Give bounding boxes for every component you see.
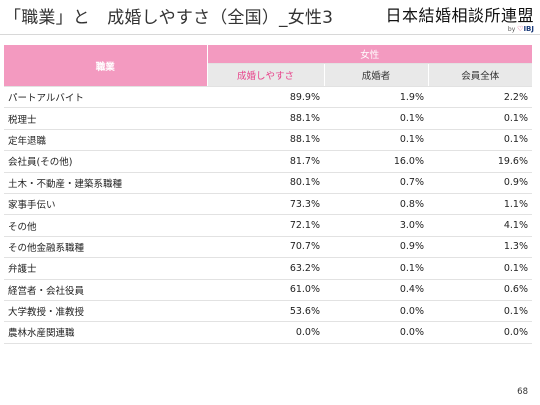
- job-cell: 家事手伝い: [4, 193, 207, 216]
- job-cell: その他: [4, 214, 207, 237]
- members-cell: 1.1%: [428, 193, 532, 216]
- slide-title: 「職業」と 成婚しやすさ（全国）_女性3: [4, 8, 334, 28]
- occupation-table: 職業 女性 成婚しやすさ 成婚者 会員全体 パートアルバイト 89.9% 1.9% 2…: [4, 45, 532, 344]
- table-row: 弁護士 63.2% 0.1% 0.1%: [4, 257, 532, 280]
- members-cell: 0.0%: [428, 321, 532, 344]
- married-cell: 0.1%: [324, 129, 428, 152]
- table-row: パートアルバイト 89.9% 1.9% 2.2%: [4, 86, 532, 109]
- brand-logo: 日本結婚相談所連盟 by ♡IBJ: [385, 2, 534, 33]
- brand-by: by: [507, 26, 516, 33]
- table-row: 経営者・会社役員 61.0% 0.4% 0.6%: [4, 279, 532, 301]
- married-cell: 0.8%: [324, 193, 428, 216]
- brand-tagline: by ♡IBJ: [385, 25, 534, 33]
- members-cell: 0.1%: [428, 129, 532, 152]
- married-cell: 0.1%: [324, 107, 428, 130]
- ease-cell: 88.1%: [207, 107, 324, 130]
- page-number: 68: [517, 387, 528, 397]
- job-cell: 大学教授・准教授: [4, 300, 207, 323]
- ease-cell: 0.0%: [207, 321, 324, 344]
- job-cell: 経営者・会社役員: [4, 279, 207, 301]
- job-cell: 土木・不動産・建築系職種: [4, 172, 207, 194]
- table-row: 大学教授・准教授 53.6% 0.0% 0.1%: [4, 300, 532, 323]
- married-cell: 0.1%: [324, 257, 428, 280]
- job-column-header: 職業: [4, 45, 208, 87]
- married-cell: 0.4%: [324, 279, 428, 301]
- members-cell: 0.1%: [428, 300, 532, 323]
- job-cell: 弁護士: [4, 257, 207, 280]
- married-column-header: 成婚者: [323, 63, 428, 87]
- ease-cell: 89.9%: [207, 86, 324, 109]
- job-cell: その他金融系職種: [4, 236, 207, 259]
- members-cell: 0.9%: [428, 172, 532, 194]
- table-row: 税理士 88.1% 0.1% 0.1%: [4, 107, 532, 130]
- members-cell: 1.3%: [428, 236, 532, 259]
- ease-cell: 72.1%: [207, 214, 324, 237]
- brand-ibj: IBJ: [523, 25, 534, 33]
- members-cell: 2.2%: [428, 86, 532, 109]
- table-row: 家事手伝い 73.3% 0.8% 1.1%: [4, 193, 532, 216]
- job-cell: 税理士: [4, 107, 207, 130]
- ease-cell: 81.7%: [207, 150, 324, 173]
- heart-icon: ♡: [517, 25, 524, 33]
- ease-cell: 53.6%: [207, 300, 324, 323]
- table-body: パートアルバイト 89.9% 1.9% 2.2% 税理士 88.1% 0.1% 0.1% 定年退…: [4, 86, 532, 344]
- ease-cell: 88.1%: [207, 129, 324, 152]
- members-cell: 0.1%: [428, 107, 532, 130]
- married-cell: 0.9%: [324, 236, 428, 259]
- table-row: 土木・不動産・建築系職種 80.1% 0.7% 0.9%: [4, 172, 532, 194]
- brand-name: 日本結婚相談所連盟: [385, 6, 534, 25]
- table-row: その他 72.1% 3.0% 4.1%: [4, 214, 532, 237]
- married-cell: 0.0%: [324, 321, 428, 344]
- title-divider: [0, 34, 540, 35]
- ease-cell: 63.2%: [207, 257, 324, 280]
- ease-cell: 61.0%: [207, 279, 324, 301]
- ease-column-header: 成婚しやすさ: [206, 63, 324, 87]
- job-cell: パートアルバイト: [4, 86, 207, 109]
- ease-cell: 70.7%: [207, 236, 324, 259]
- table-row: 定年退職 88.1% 0.1% 0.1%: [4, 129, 532, 152]
- female-group-header: 女性: [207, 45, 532, 64]
- ease-cell: 80.1%: [207, 172, 324, 194]
- table-row: 会社員(その他) 81.7% 16.0% 19.6%: [4, 150, 532, 173]
- married-cell: 0.7%: [324, 172, 428, 194]
- job-cell: 会社員(その他): [4, 150, 207, 173]
- married-cell: 16.0%: [324, 150, 428, 173]
- married-cell: 3.0%: [324, 214, 428, 237]
- ease-cell: 73.3%: [207, 193, 324, 216]
- job-cell: 農林水産関連職: [4, 321, 207, 344]
- married-cell: 1.9%: [324, 86, 428, 109]
- table-row: 農林水産関連職 0.0% 0.0% 0.0%: [4, 321, 532, 344]
- table-row: その他金融系職種 70.7% 0.9% 1.3%: [4, 236, 532, 259]
- members-column-header: 会員全体: [427, 63, 532, 87]
- married-cell: 0.0%: [324, 300, 428, 323]
- members-cell: 0.1%: [428, 257, 532, 280]
- members-cell: 0.6%: [428, 279, 532, 301]
- members-cell: 4.1%: [428, 214, 532, 237]
- members-cell: 19.6%: [428, 150, 532, 173]
- job-cell: 定年退職: [4, 129, 207, 152]
